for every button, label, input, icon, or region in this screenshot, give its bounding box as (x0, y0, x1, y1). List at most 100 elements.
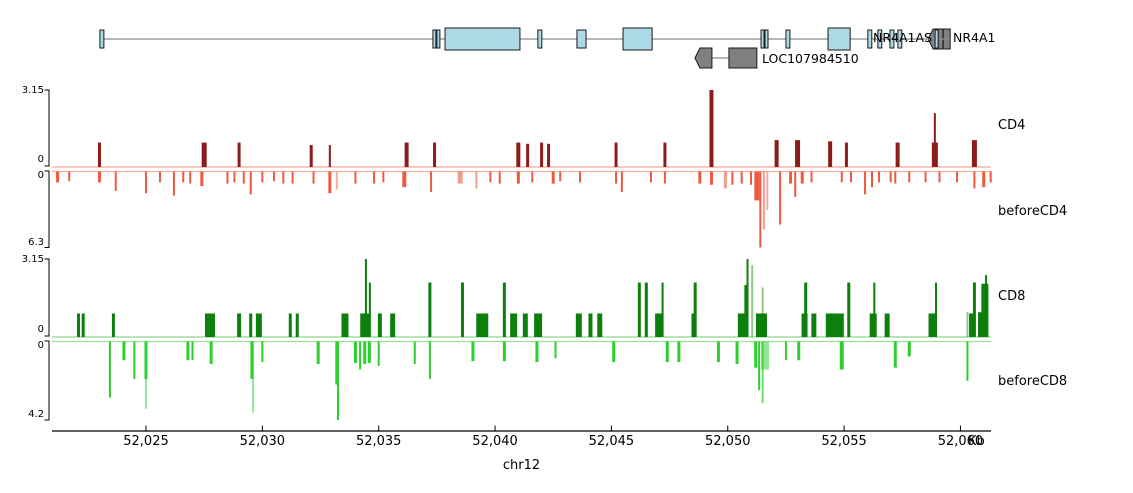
gene-exon (785, 29, 791, 49)
gene-exon (897, 29, 903, 49)
signal-bar-beforeCD4 (182, 171, 185, 183)
y-axis-label-bottom-beforeCD4: 6.3 (28, 237, 44, 248)
signal-bar-beforeCD4 (498, 171, 501, 184)
signal-bar-beforeCD4 (864, 171, 867, 195)
signal-bar-CD8 (746, 259, 749, 337)
signal-bar-CD4 (328, 145, 331, 167)
signal-bar-CD4 (237, 142, 241, 167)
signal-bar-beforeCD4 (750, 171, 753, 185)
signal-bar-beforeCD4 (328, 171, 332, 194)
signal-bar-CD8 (368, 282, 371, 337)
signal-bar-beforeCD8 (758, 341, 761, 391)
signal-bar-beforeCD4 (938, 171, 941, 183)
signal-bar-CD8 (81, 313, 85, 337)
gene-exon (827, 27, 851, 51)
signal-bar-beforeCD8 (665, 341, 669, 363)
signal-bar-beforeCD4 (189, 171, 192, 184)
signal-bar-CD8 (972, 282, 976, 337)
signal-bar-beforeCD8 (428, 341, 431, 379)
signal-bar-beforeCD4 (373, 171, 376, 184)
gene-exon (436, 29, 441, 49)
x-axis-tick-label: 52,050 (705, 434, 751, 449)
track-label-cd8: CD8 (998, 289, 1026, 304)
signal-bar-CD4 (774, 140, 779, 167)
signal-bar-CD8 (928, 313, 937, 337)
signal-bar-CD8 (751, 265, 754, 337)
signal-bar-CD8 (522, 313, 528, 337)
signal-bar-beforeCD4 (261, 171, 264, 183)
signal-bar-CD4 (614, 142, 618, 167)
signal-bar-beforeCD4 (226, 171, 229, 184)
signal-bar-beforeCD4 (282, 171, 285, 184)
signal-bar-beforeCD4 (551, 171, 555, 184)
signal-bar-beforeCD8 (133, 341, 136, 379)
signal-bar-CD8 (77, 313, 81, 337)
signal-bar-beforeCD4 (516, 171, 520, 184)
y-axis-label-top-CD8: 3.15 (21, 254, 44, 265)
track-label-beforecd8: beforeCD8 (998, 374, 1068, 389)
signal-bar-beforeCD4 (430, 171, 433, 193)
signal-bar-CD8 (693, 282, 697, 337)
signal-bar-CD8 (811, 313, 817, 337)
signal-bar-beforeCD8 (502, 341, 506, 362)
signal-bar-CD8 (737, 313, 748, 337)
signal-bar-beforeCD4 (731, 171, 734, 185)
signal-bar-CD8 (744, 285, 749, 337)
signal-bar-CD4 (433, 142, 437, 167)
gene-exon (576, 29, 587, 49)
signal-bar-beforeCD4 (489, 171, 492, 183)
x-axis-unit-label: Kb (968, 434, 985, 449)
signal-bar-CD8 (655, 313, 664, 337)
signal-bar-beforeCD8 (735, 341, 739, 364)
signal-bar-CD8 (869, 313, 877, 337)
signal-bar-CD8 (249, 313, 253, 337)
signal-bar-beforeCD4 (754, 171, 760, 201)
signal-bar-beforeCD4 (578, 171, 581, 183)
y-axis-bracket-CD8 (44, 258, 50, 337)
gene-exon (889, 29, 895, 49)
signal-bar-beforeCD4 (709, 171, 713, 185)
track-label-beforecd4: beforeCD4 (998, 204, 1068, 219)
signal-bar-beforeCD4 (850, 171, 853, 183)
signal-bar-beforeCD8 (612, 341, 616, 363)
signal-bar-beforeCD8 (209, 341, 213, 364)
signal-bar-beforeCD4 (335, 171, 338, 190)
gene-exon (934, 29, 939, 49)
signal-bar-CD4 (828, 141, 833, 167)
y-axis-label-bottom-CD8: 0 (37, 324, 44, 335)
signal-bar-CD4 (526, 143, 530, 167)
signal-bar-CD8 (288, 313, 292, 337)
gene-exon (867, 29, 873, 49)
signal-bar-beforeCD4 (56, 171, 60, 183)
signal-bar-CD8 (969, 313, 976, 337)
gene-exon (764, 29, 769, 49)
signal-bar-beforeCD4 (114, 171, 117, 191)
signal-bar-CD4 (201, 142, 207, 167)
chromosome-label: chr12 (502, 458, 541, 473)
signal-bar-CD8 (476, 313, 489, 337)
signal-bar-beforeCD4 (894, 171, 897, 184)
signal-bar-beforeCD4 (354, 171, 357, 184)
signal-bar-beforeCD8 (191, 341, 194, 361)
signal-bar-CD8 (364, 259, 367, 337)
signal-bar-CD8 (111, 313, 115, 337)
signal-bar-beforeCD8 (893, 341, 897, 368)
signal-bar-beforeCD4 (457, 171, 463, 184)
y-axis-bracket-CD4 (44, 89, 50, 167)
signal-bar-CD8 (597, 313, 603, 337)
signal-bar-beforeCD8 (108, 341, 111, 398)
signal-bar-CD8 (510, 313, 518, 337)
x-axis-tick-label: 52,055 (821, 434, 867, 449)
signal-bar-beforeCD4 (291, 171, 294, 184)
signal-bar-beforeCD8 (471, 341, 475, 362)
y-axis-bracket-beforeCD4 (44, 170, 50, 248)
signal-bar-beforeCD4 (982, 171, 986, 188)
signal-bar-CD8 (637, 282, 641, 337)
gene-exon (760, 29, 765, 49)
gene-exon (877, 29, 883, 49)
signal-bar-CD4 (709, 90, 714, 167)
signal-bar-beforeCD4 (878, 171, 881, 183)
signal-bar-beforeCD8 (367, 341, 371, 364)
signal-bar-beforeCD4 (172, 171, 175, 196)
